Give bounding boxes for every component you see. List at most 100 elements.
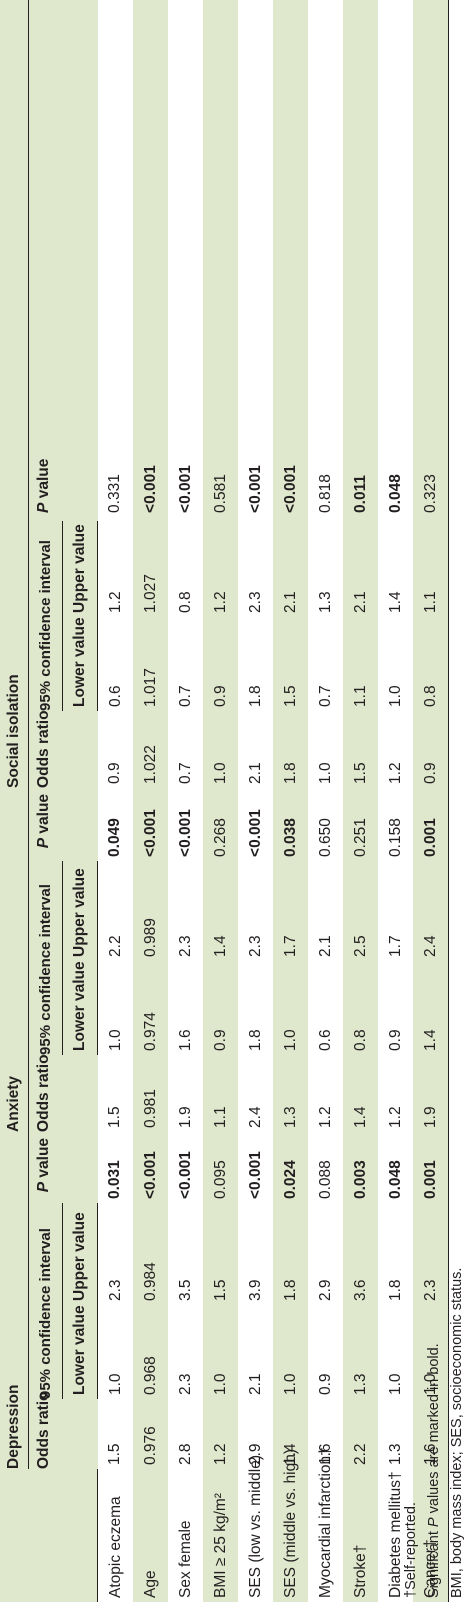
lower-value-cell: 0.8: [351, 1029, 369, 1051]
upper-value-cell: 1.4: [386, 591, 404, 613]
p-value-cell: 0.818: [316, 474, 334, 513]
upper-value-cell: 1.2: [211, 591, 229, 613]
row-label: BMI ≥ 25 kg/m²: [211, 1493, 229, 1598]
row-label: Sex female: [176, 1520, 194, 1598]
odds-ratio-cell: 2.9: [246, 1443, 264, 1465]
odds-ratio-cell: 0.9: [106, 762, 124, 784]
upper-value-cell: 1.4: [211, 935, 229, 957]
p-value-cell: <0.001: [141, 1151, 159, 1199]
results-table: Depression Anxiety Social isolation Odds…: [0, 0, 449, 1602]
header-blank: [29, 1469, 63, 1602]
upper-value-cell: 0.8: [176, 591, 194, 613]
col-confidence-interval: 95% confidence interval: [28, 1203, 63, 1399]
row-label: Stroke†: [351, 1544, 369, 1598]
group-header-anxiety: Anxiety: [0, 787, 29, 1132]
col-odds-ratio: Odds ratio: [35, 710, 52, 788]
p-value-cell: 0.251: [351, 818, 369, 857]
odds-ratio-cell: 1.9: [176, 1106, 194, 1128]
table-body: Atopic eczema 1.5 1.0 2.3 0.031 1.5 1.0 2.2 0.04…: [98, 0, 449, 1602]
col-upper-value: Upper value: [62, 1203, 98, 1305]
lower-value-cell: 1.3: [351, 1373, 369, 1395]
odds-ratio-cell: 0.976: [141, 1426, 159, 1465]
lower-value-cell: 2.1: [246, 1373, 264, 1395]
odds-ratio-cell: 1.3: [281, 1106, 299, 1128]
lower-value-cell: 1.0: [211, 1373, 229, 1395]
row-label: Age: [141, 1570, 159, 1598]
odds-ratio-cell: 1.5: [106, 1106, 124, 1128]
lower-value-cell: 0.8: [413, 616, 449, 711]
p-value-cell: <0.001: [246, 465, 264, 513]
lower-value-cell: 0.9: [316, 1373, 334, 1395]
lower-value-cell: 0.9: [386, 1029, 404, 1051]
lower-value-cell: 0.7: [176, 685, 194, 707]
p-value-cell: <0.001: [141, 465, 159, 513]
table-row: Sex female 2.8 2.3 3.5 <0.001 1.9 1.6 2.3 <0.001…: [168, 0, 203, 1602]
p-value-cell: 0.581: [211, 474, 229, 513]
odds-ratio-cell: 1.2: [386, 762, 404, 784]
odds-ratio-cell: 1.5: [351, 762, 369, 784]
col-p-value: P value: [35, 793, 52, 849]
table-row: Age 0.976 0.968 0.984 <0.001 0.981 0.974 0.989 <…: [133, 0, 168, 1602]
upper-value-cell: 1.8: [281, 1279, 299, 1301]
odds-ratio-cell: 2.2: [351, 1443, 369, 1465]
upper-value-cell: 2.3: [246, 591, 264, 613]
lower-value-cell: 1.0: [106, 1373, 124, 1395]
upper-value-cell: 3.5: [176, 1279, 194, 1301]
odds-ratio-cell: 0.9: [413, 710, 449, 788]
header-row-groups: Depression Anxiety Social isolation: [0, 0, 29, 1602]
lower-value-cell: 1.5: [281, 685, 299, 707]
lower-value-cell: 1.0: [106, 1029, 124, 1051]
p-value-cell: 0.049: [106, 818, 124, 857]
upper-value-cell: 2.3: [246, 935, 264, 957]
upper-value-cell: 3.6: [351, 1279, 369, 1301]
odds-ratio-cell: 2.4: [246, 1106, 264, 1128]
table-row: Stroke† 2.2 1.3 3.6 0.003 1.4 0.8 2.5 0.251 1.5 1.…: [343, 0, 378, 1602]
lower-value-cell: 2.3: [176, 1373, 194, 1395]
upper-value-cell: 1.2: [106, 591, 124, 613]
p-value-cell: 0.095: [211, 1160, 229, 1199]
table-row: SES (low vs. middle) 2.9 2.1 3.9 <0.001 2.4 1.…: [238, 0, 273, 1602]
odds-ratio-cell: 0.7: [176, 762, 194, 784]
lower-value-cell: 1.0: [281, 1029, 299, 1051]
row-label: Atopic eczema: [106, 1496, 124, 1598]
footnote-abbreviations: BMI, body mass index; SES, socioeconomic…: [449, 1267, 465, 1598]
col-lower-value: Lower value: [62, 1305, 98, 1399]
p-value-cell: 0.038: [281, 818, 299, 857]
odds-ratio-cell: 1.8: [281, 762, 299, 784]
header-blank: [62, 1469, 98, 1602]
lower-value-cell: 0.968: [141, 1356, 159, 1395]
lower-value-cell: 0.7: [316, 685, 334, 707]
p-value-cell: 0.158: [386, 818, 404, 857]
group-header-depression: Depression: [0, 1131, 29, 1469]
footnotes: †Self-reported. Significant P values are…: [400, 1268, 469, 1598]
p-value-cell: <0.001: [176, 465, 194, 513]
p-value-cell: 0.024: [281, 1160, 299, 1199]
p-value-cell: <0.001: [141, 809, 159, 857]
col-p-value: P value: [35, 458, 52, 513]
lower-value-cell: 1.8: [246, 685, 264, 707]
p-value-cell: 0.003: [351, 1160, 369, 1199]
upper-value-cell: 2.4: [413, 860, 449, 961]
upper-value-cell: 2.2: [106, 935, 124, 957]
header-row-subcolumns: Odds ratio 95% confidence interval P val…: [28, 0, 63, 1602]
upper-value-cell: 1.027: [141, 574, 159, 613]
col-confidence-interval: 95% confidence interval: [28, 520, 63, 711]
lower-value-cell: 1.6: [176, 1029, 194, 1051]
lower-value-cell: 0.9: [211, 685, 229, 707]
upper-value-cell: 1.3: [316, 591, 334, 613]
p-value-cell: 0.323: [413, 0, 449, 521]
p-value-cell: 0.088: [316, 1160, 334, 1199]
odds-ratio-cell: 1.4: [351, 1106, 369, 1128]
row-label: SES (middle vs. high): [281, 1448, 299, 1598]
odds-ratio-cell: 1.4: [281, 1443, 299, 1465]
p-value-cell: 0.048: [386, 474, 404, 513]
odds-ratio-cell: 1.0: [211, 762, 229, 784]
odds-ratio-cell: 1.0: [316, 762, 334, 784]
odds-ratio-cell: 1.022: [141, 745, 159, 784]
footnote-self-reported: †Self-reported.: [403, 1502, 419, 1598]
upper-value-cell: 0.989: [141, 918, 159, 957]
col-odds-ratio: Odds ratio: [35, 1391, 52, 1469]
upper-value-cell: 2.5: [351, 935, 369, 957]
upper-value-cell: 2.1: [316, 935, 334, 957]
